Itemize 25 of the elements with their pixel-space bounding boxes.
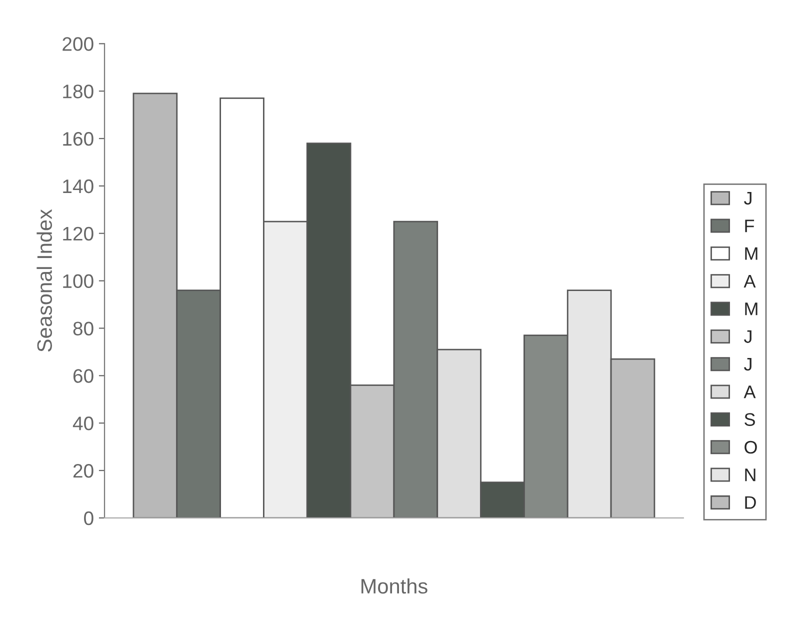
y-tick-label: 180 xyxy=(63,84,94,98)
y-tick-label: 40 xyxy=(72,416,94,430)
legend-label: S xyxy=(744,413,755,426)
legend-label: O xyxy=(744,440,757,454)
y-tick-label: 80 xyxy=(73,322,94,336)
y-tick-label: 160 xyxy=(63,132,94,146)
legend-label: F xyxy=(745,220,754,232)
legend-label: D xyxy=(745,496,756,509)
y-tick-label: 100 xyxy=(63,274,94,288)
y-axis-title: Seasonal Index xyxy=(36,209,52,352)
legend-label: J xyxy=(744,330,752,343)
y-tick-label: 120 xyxy=(63,226,94,241)
y-tick-label: 200 xyxy=(62,37,94,51)
x-axis-title: Months xyxy=(362,578,428,594)
legend-label: A xyxy=(744,275,756,288)
y-tick-label: 60 xyxy=(73,369,94,383)
legend-label: A xyxy=(744,386,756,398)
legend-label: M xyxy=(745,247,758,260)
y-tick-label: 20 xyxy=(73,464,94,478)
legend-label: J xyxy=(744,192,752,205)
y-tick-label: 140 xyxy=(63,179,94,194)
legend-label: N xyxy=(745,468,756,482)
legend-label: J xyxy=(744,358,752,371)
legend-label: M xyxy=(745,302,758,316)
y-tick-label: 0 xyxy=(84,511,94,526)
